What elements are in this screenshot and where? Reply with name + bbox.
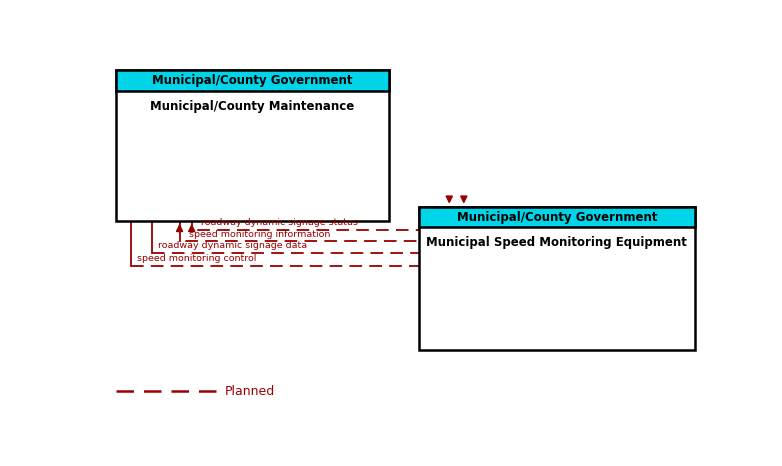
- Text: Municipal/County Government: Municipal/County Government: [457, 211, 657, 224]
- Bar: [116, 70, 389, 221]
- Text: Municipal/County Government: Municipal/County Government: [152, 74, 353, 87]
- Bar: [419, 206, 694, 227]
- Text: roadway dynamic signage status: roadway dynamic signage status: [201, 218, 358, 227]
- Bar: [116, 70, 389, 91]
- Text: Municipal/County Maintenance: Municipal/County Maintenance: [150, 100, 354, 113]
- Text: speed monitoring control: speed monitoring control: [137, 254, 256, 263]
- Text: Planned: Planned: [225, 385, 275, 398]
- Text: speed monitoring information: speed monitoring information: [188, 230, 330, 239]
- Text: roadway dynamic signage data: roadway dynamic signage data: [159, 241, 307, 250]
- Bar: [419, 206, 694, 350]
- Text: Municipal Speed Monitoring Equipment: Municipal Speed Monitoring Equipment: [426, 236, 687, 249]
